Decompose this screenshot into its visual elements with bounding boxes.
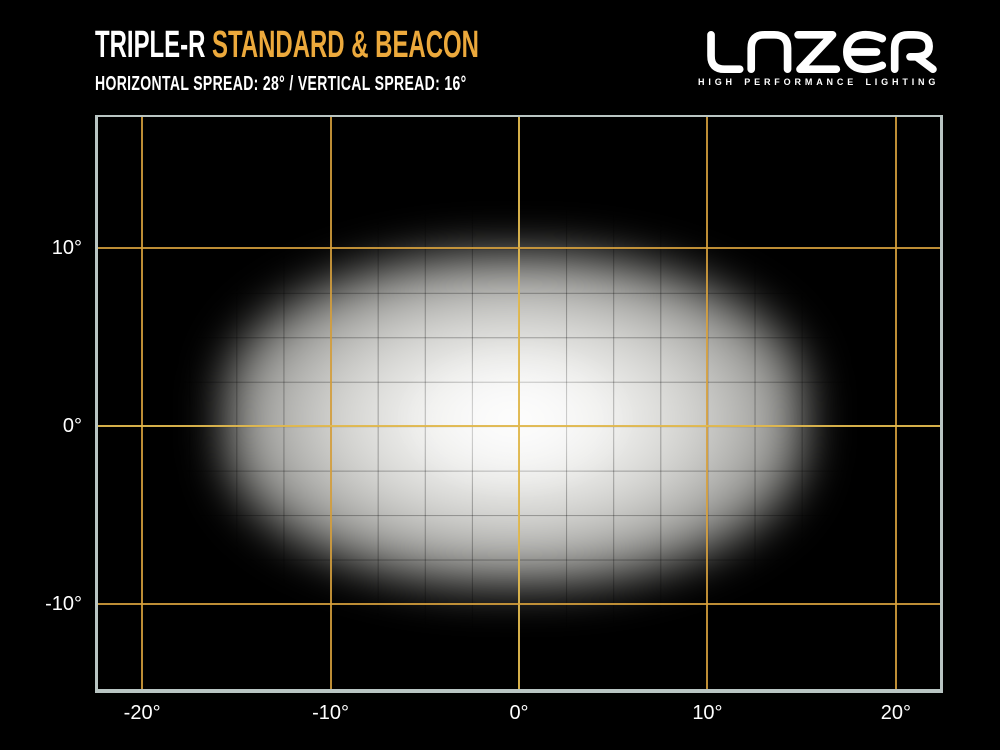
page-title: TRIPLE-R STANDARD & BEACON: [95, 26, 704, 64]
spread-spec-text: HORIZONTAL SPREAD: 28° / VERTICAL SPREAD…: [95, 73, 467, 95]
y-axis-tick-label: -10°: [45, 593, 82, 616]
x-axis-tick-label: 20°: [880, 702, 911, 724]
y-axis-tick-label: 0°: [62, 415, 82, 438]
x-axis-tick-label: 0°: [509, 702, 529, 724]
gridline-horizontal: [95, 603, 943, 606]
beam-chart: [95, 115, 943, 693]
x-axis-tick-label: -10°: [312, 702, 349, 724]
lazer-wordmark-icon: [707, 30, 937, 74]
brand-tagline: HIGH PERFORMANCE LIGHTING: [698, 77, 940, 87]
gridline-vertical: [706, 115, 709, 693]
gridline-vertical: [141, 115, 144, 693]
gridline-horizontal-center: [95, 425, 943, 428]
page-title-product: TRIPLE-R: [95, 24, 206, 66]
x-axis-tick-label: 10°: [692, 702, 723, 724]
page-title-variant: STANDARD & BEACON: [212, 24, 479, 66]
beam-hotspot: [392, 338, 638, 501]
gridline-horizontal: [95, 247, 943, 250]
brand-logo: HIGH PERFORMANCE LIGHTING: [698, 30, 946, 87]
plot-area: -20° -10° 0° 10° 20° 10° 0° -10°: [45, 115, 943, 724]
gridline-vertical: [894, 115, 897, 693]
gridline-vertical-center: [518, 115, 520, 693]
page-subtitle: HORIZONTAL SPREAD: 28° / VERTICAL SPREAD…: [95, 74, 626, 94]
gridline-vertical: [329, 115, 332, 693]
y-axis-tick-label: 10°: [51, 237, 82, 260]
x-axis-tick-label: -20°: [123, 702, 161, 724]
